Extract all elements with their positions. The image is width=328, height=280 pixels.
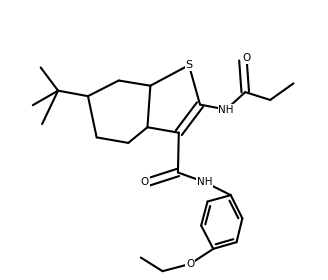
Text: O: O <box>242 53 251 63</box>
Text: O: O <box>140 177 149 187</box>
Text: NH: NH <box>218 104 234 115</box>
Text: S: S <box>185 60 193 70</box>
Text: NH: NH <box>197 177 213 187</box>
Text: O: O <box>186 259 194 269</box>
